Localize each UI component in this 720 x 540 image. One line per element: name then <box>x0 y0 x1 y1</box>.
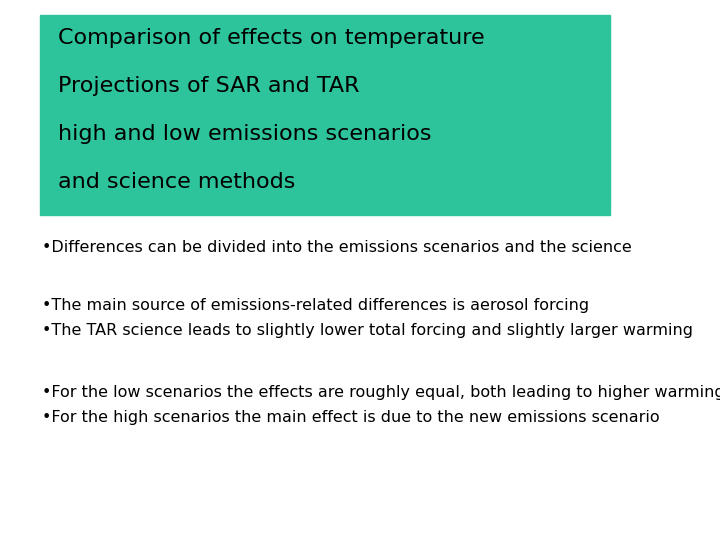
Text: and science methods: and science methods <box>58 172 295 192</box>
Text: •The TAR science leads to slightly lower total forcing and slightly larger warmi: •The TAR science leads to slightly lower… <box>42 323 693 338</box>
Text: •For the high scenarios the main effect is due to the new emissions scenario: •For the high scenarios the main effect … <box>42 410 660 425</box>
Text: Projections of SAR and TAR: Projections of SAR and TAR <box>58 76 359 96</box>
Text: Comparison of effects on temperature: Comparison of effects on temperature <box>58 28 485 48</box>
Bar <box>40 15 610 215</box>
Text: •The main source of emissions-related differences is aerosol forcing: •The main source of emissions-related di… <box>42 298 589 313</box>
Text: high and low emissions scenarios: high and low emissions scenarios <box>58 124 431 144</box>
Text: •Differences can be divided into the emissions scenarios and the science: •Differences can be divided into the emi… <box>42 240 631 255</box>
Text: •For the low scenarios the effects are roughly equal, both leading to higher war: •For the low scenarios the effects are r… <box>42 385 720 400</box>
